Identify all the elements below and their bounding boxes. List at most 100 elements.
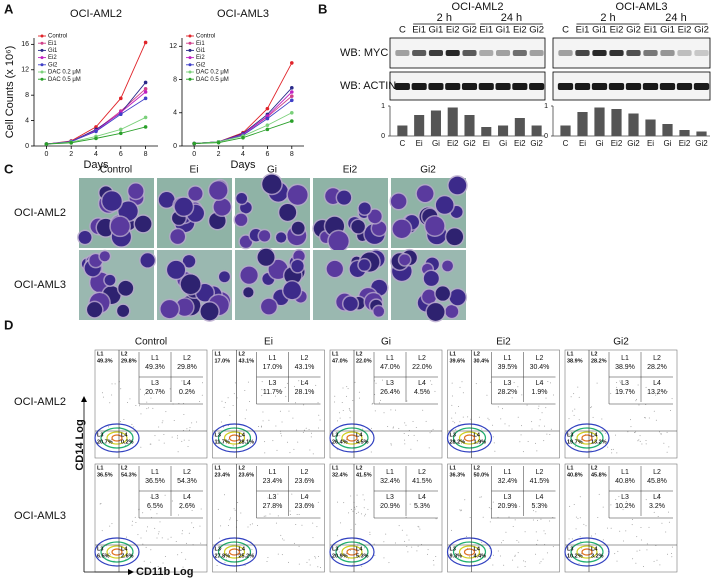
event xyxy=(546,552,548,554)
event xyxy=(418,526,420,528)
event xyxy=(407,435,409,437)
event xyxy=(364,515,366,517)
event xyxy=(632,518,634,520)
nucleus xyxy=(240,266,258,284)
event xyxy=(181,552,183,554)
event xyxy=(298,563,300,565)
event xyxy=(432,428,434,430)
event xyxy=(524,566,526,568)
event xyxy=(232,445,234,447)
event xyxy=(629,392,631,394)
event xyxy=(526,404,528,406)
event xyxy=(503,564,505,566)
event xyxy=(544,533,546,535)
quadrant-percent: 11.7% xyxy=(215,439,230,445)
quadrant-name: L1 xyxy=(450,465,456,471)
density xyxy=(446,537,493,567)
event xyxy=(451,382,453,384)
event xyxy=(479,556,481,558)
event xyxy=(292,417,294,419)
event xyxy=(317,402,319,404)
column-label: Control xyxy=(100,165,132,176)
event xyxy=(177,451,179,453)
event xyxy=(668,521,670,523)
event xyxy=(575,528,577,530)
nucleus xyxy=(213,198,231,216)
event xyxy=(590,450,592,452)
event xyxy=(407,551,409,553)
event xyxy=(293,542,295,544)
density xyxy=(329,537,375,567)
density xyxy=(452,427,487,449)
event xyxy=(497,516,499,518)
event xyxy=(638,404,640,406)
table-percent: 41.5% xyxy=(530,478,550,485)
event xyxy=(312,537,314,539)
event xyxy=(369,534,371,536)
point xyxy=(290,98,294,103)
event xyxy=(177,514,179,516)
event xyxy=(520,434,522,436)
density xyxy=(581,434,593,442)
event xyxy=(348,408,350,410)
event xyxy=(337,535,339,537)
event xyxy=(363,547,365,549)
event xyxy=(658,493,660,495)
density xyxy=(564,423,610,453)
event xyxy=(142,512,144,514)
density xyxy=(94,537,140,567)
event xyxy=(546,433,548,435)
event xyxy=(261,395,263,397)
point xyxy=(119,131,123,136)
band xyxy=(694,50,709,56)
event xyxy=(296,429,298,431)
nucleus xyxy=(326,260,343,278)
density xyxy=(576,431,598,445)
event xyxy=(191,522,193,524)
event xyxy=(659,431,661,433)
event xyxy=(538,425,540,427)
event xyxy=(261,381,263,383)
quadrant-name: L3 xyxy=(215,546,221,552)
table-quadrant: L3 xyxy=(386,494,394,501)
event xyxy=(593,549,595,551)
event xyxy=(123,419,125,421)
nucleus xyxy=(287,185,308,205)
event xyxy=(392,427,394,429)
event xyxy=(158,439,160,441)
event xyxy=(481,541,483,543)
event xyxy=(622,509,624,511)
quadrant-percent: 19.7% xyxy=(567,439,583,445)
event xyxy=(666,451,668,453)
event xyxy=(124,444,126,446)
density xyxy=(346,548,358,556)
lane-label: Gi1 xyxy=(660,25,675,36)
y-tick-label: 8 xyxy=(25,92,29,99)
event xyxy=(451,395,453,397)
density xyxy=(458,545,481,559)
event xyxy=(540,561,542,563)
event xyxy=(644,417,646,419)
x-tick-label: 0 xyxy=(192,151,196,158)
event xyxy=(614,553,616,555)
density xyxy=(111,548,123,556)
panel-letter: A xyxy=(4,1,14,16)
event xyxy=(286,441,288,443)
event xyxy=(233,393,235,395)
band xyxy=(557,83,574,90)
density xyxy=(452,541,487,563)
nucleus xyxy=(257,248,275,266)
chart-title: OCI-AML2 xyxy=(70,8,122,20)
blot-cell-line: OCI-AML2 xyxy=(452,1,504,13)
event xyxy=(105,555,107,557)
event xyxy=(625,501,627,503)
quadrant-percent: 23.4% xyxy=(215,472,231,478)
bar xyxy=(679,130,690,136)
x-tick-label: Gi2 xyxy=(530,139,543,148)
event xyxy=(577,386,579,388)
event xyxy=(152,407,154,409)
event xyxy=(461,381,463,383)
event xyxy=(543,440,545,442)
event xyxy=(272,440,274,442)
event xyxy=(293,386,295,388)
